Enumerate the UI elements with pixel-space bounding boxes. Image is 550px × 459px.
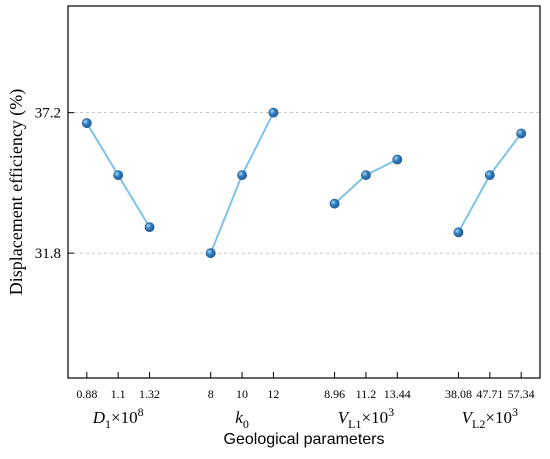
data-point <box>268 107 279 118</box>
group-label: VL2×103 <box>462 405 518 431</box>
x-tick-label: 13.44 <box>384 387 411 401</box>
series-line <box>209 112 275 254</box>
x-tick-label: 8 <box>208 387 214 401</box>
x-tick-label: 38.08 <box>445 387 472 401</box>
y-axis-title: Displacement efficiency (%) <box>6 89 27 296</box>
y-tick-label: 31.8 <box>35 246 61 262</box>
y-tick-label: 37.2 <box>35 106 61 122</box>
x-tick-label: 1.32 <box>139 387 160 401</box>
x-tick-label: 12 <box>267 387 279 401</box>
x-tick-label: 57.34 <box>508 387 535 401</box>
data-point <box>205 248 216 259</box>
x-tick-label: 1.1 <box>111 387 126 401</box>
group-label: k0 <box>235 408 249 431</box>
data-point <box>453 227 464 238</box>
series-line <box>457 132 522 233</box>
data-point <box>113 170 124 180</box>
data-point <box>237 170 247 180</box>
x-tick-label: 0.88 <box>76 387 97 401</box>
grid-lines <box>68 112 540 254</box>
group-labels: D1×108 k0 VL1×103 VL2×103 <box>92 405 518 431</box>
x-tick-label: 10 <box>236 387 248 401</box>
x-tick-label: 47.71 <box>476 387 503 401</box>
data-point <box>516 128 527 139</box>
data-point <box>329 198 340 209</box>
data-point <box>484 170 495 180</box>
x-tick-label: 8.96 <box>324 387 345 401</box>
data-point <box>392 154 403 165</box>
x-axis-title: Geological parameters <box>224 431 385 448</box>
plot-frame <box>67 5 541 379</box>
x-tick-label: 11.2 <box>356 387 377 401</box>
data-point <box>81 118 92 128</box>
x-ticks: 0.88 1.1 1.32 8 10 12 8.96 11.2 13.44 38.08 47.71 5… <box>76 372 535 401</box>
y-ticks: 31.8 37.2 <box>35 106 74 262</box>
group-label: VL1×103 <box>338 405 394 431</box>
data-point <box>144 222 155 233</box>
series-line <box>333 158 398 205</box>
data-point <box>361 170 371 180</box>
series <box>81 107 527 259</box>
group-label: D1×108 <box>92 405 144 431</box>
